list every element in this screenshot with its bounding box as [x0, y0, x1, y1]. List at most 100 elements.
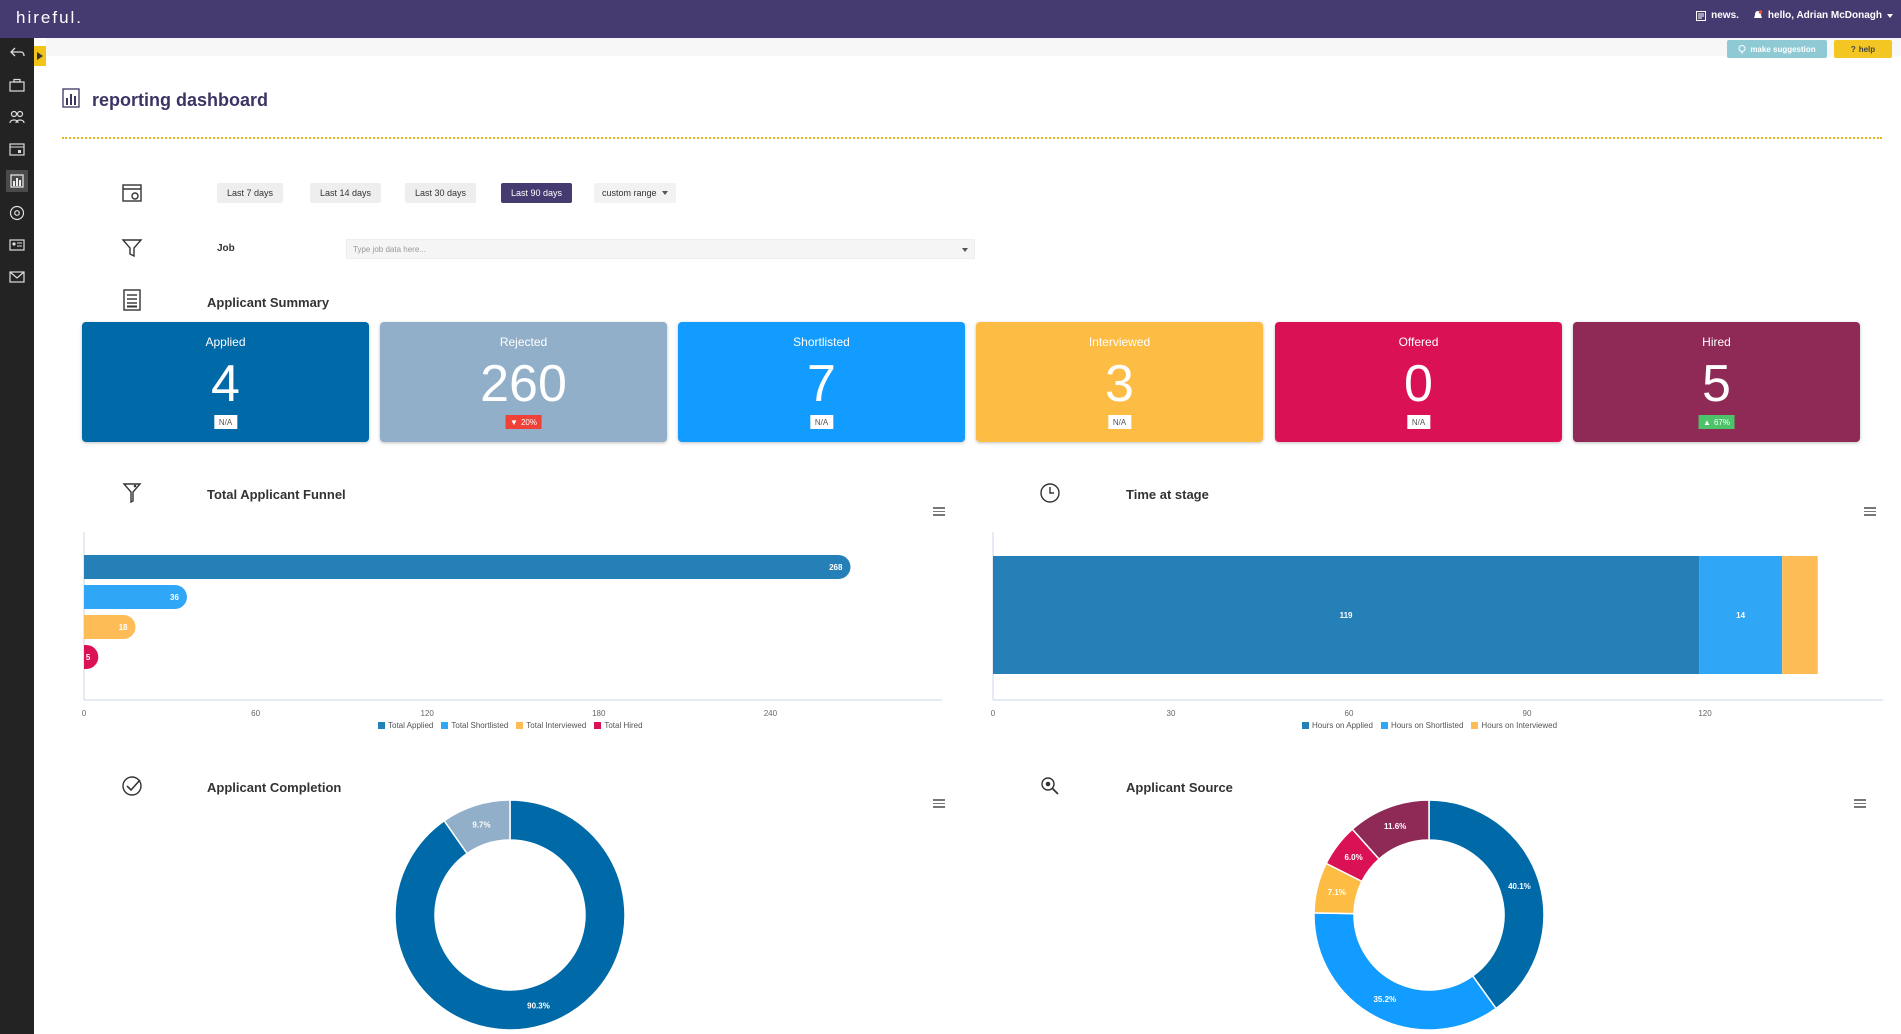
x-tick-label: 90	[1523, 709, 1532, 718]
legend-swatch	[441, 722, 449, 729]
funnel-chart-menu-icon[interactable]	[933, 507, 945, 517]
user-menu[interactable]: hello, Adrian McDonagh	[1753, 10, 1893, 21]
stat-label: Shortlisted	[793, 335, 850, 349]
time-chart-menu-icon[interactable]	[1864, 507, 1876, 517]
stat-badge-text: N/A	[218, 417, 233, 427]
funnel-title: Total Applicant Funnel	[207, 487, 346, 502]
sidebar-item-reporting[interactable]	[6, 170, 28, 192]
sidebar	[0, 38, 34, 1034]
chevron-down-icon	[962, 248, 968, 252]
stacked-bar-segment[interactable]	[1782, 556, 1818, 674]
stat-card-offered[interactable]: Offered 0 N/A	[1275, 322, 1562, 442]
range-7-days-button[interactable]: Last 7 days	[217, 183, 284, 203]
donut-slice[interactable]	[1428, 799, 1545, 1010]
stat-label: Offered	[1398, 335, 1439, 349]
stacked-bar-segment[interactable]	[993, 556, 1700, 674]
source-donut-chart: 40.1% 35.2% 7.1% 6.0% 11.6%	[1313, 799, 1545, 1031]
completion-chart-menu-icon[interactable]	[933, 799, 945, 809]
legend-label: Hours on Interviewed	[1481, 721, 1558, 730]
sidebar-toggle[interactable]	[34, 46, 46, 66]
x-tick-label: 60	[251, 709, 260, 718]
stat-value: 4	[211, 355, 240, 413]
stat-card-shortlisted[interactable]: Shortlisted 7 N/A	[678, 322, 965, 442]
brand-logo[interactable]: hireful.	[16, 8, 84, 27]
make-suggestion-label: make suggestion	[1750, 44, 1816, 54]
sidebar-item-back[interactable]	[6, 42, 28, 64]
range-30-days-button[interactable]: Last 30 days	[405, 183, 477, 203]
donut-slice[interactable]	[394, 799, 626, 1031]
stat-label: Interviewed	[1088, 335, 1151, 349]
stat-card-applied[interactable]: Applied 4 N/A	[82, 322, 369, 442]
funnel-bar[interactable]	[84, 645, 99, 669]
sidebar-item-calendar[interactable]	[6, 138, 28, 160]
slice-label: 9.7%	[472, 820, 490, 829]
range-90-days-button[interactable]: Last 90 days	[501, 183, 573, 203]
stat-badge-text: N/A	[814, 417, 829, 427]
stat-badge-text: N/A	[1411, 417, 1426, 427]
x-tick-label: 0	[82, 709, 87, 718]
at-sign-icon	[9, 205, 25, 221]
donut-slice[interactable]	[1313, 912, 1498, 1031]
top-right-nav: news. hello, Adrian McDonagh	[1696, 10, 1893, 21]
bar-data-label: 18	[119, 623, 128, 632]
briefcase-icon	[9, 78, 25, 92]
stacked-bar-segment[interactable]	[1699, 556, 1783, 674]
stat-card-hired[interactable]: Hired 5 ▲ 67%	[1573, 322, 1860, 442]
donut-slice[interactable]	[443, 799, 511, 855]
sidebar-item-candidates[interactable]	[6, 106, 28, 128]
stat-card-interviewed[interactable]: Interviewed 3 N/A	[976, 322, 1263, 442]
legend-item[interactable]: Hours on Interviewed	[1471, 721, 1557, 730]
slice-label: 6.0%	[1344, 853, 1362, 862]
report-icon	[62, 88, 80, 108]
stat-badge: ▲ 67%	[1698, 415, 1735, 429]
check-circle-icon	[122, 776, 142, 796]
completion-donut-chart: 90.3% 9.7%	[394, 799, 626, 1031]
legend-label: Total Applied	[388, 721, 434, 730]
sidebar-item-jobs[interactable]	[6, 74, 28, 96]
x-tick-label: 120	[1698, 709, 1712, 718]
funnel-bar[interactable]	[84, 555, 851, 579]
stat-badge: ▼ 20%	[505, 415, 542, 429]
funnel-bar[interactable]	[84, 615, 136, 639]
users-icon	[9, 110, 25, 124]
bar-data-label: 119	[1340, 611, 1353, 620]
legend-item[interactable]: Total Hired	[594, 721, 643, 730]
legend-label: Hours on Shortlisted	[1390, 721, 1464, 730]
help-button[interactable]: ? help	[1834, 40, 1892, 58]
legend-item[interactable]: Hours on Shortlisted	[1380, 721, 1464, 730]
sidebar-item-profiles[interactable]	[6, 234, 28, 256]
applicant-source-title: Applicant Source	[1126, 780, 1233, 795]
stat-badge-text: 67%	[1713, 417, 1730, 427]
legend-label: Total Interviewed	[526, 721, 587, 730]
clock-icon	[1040, 483, 1060, 503]
make-suggestion-button[interactable]: make suggestion	[1727, 40, 1827, 58]
funnel-bar[interactable]	[84, 585, 187, 609]
legend-label: Hours on Applied	[1312, 721, 1373, 730]
legend-swatch	[594, 722, 602, 729]
legend-item[interactable]: Total Applied	[378, 721, 433, 730]
job-filter-label: Job	[217, 243, 235, 254]
sidebar-item-messages[interactable]	[6, 266, 28, 288]
help-label: help	[1858, 44, 1876, 54]
source-chart-menu-icon[interactable]	[1854, 799, 1866, 809]
stat-badge-text: N/A	[1112, 417, 1127, 427]
job-search-input[interactable]: Type job data here...	[346, 239, 975, 259]
legend-item[interactable]: Hours on Applied	[1302, 721, 1373, 730]
legend-item[interactable]: Total Shortlisted	[441, 721, 508, 730]
custom-range-dropdown[interactable]: custom range	[594, 183, 676, 203]
legend-item[interactable]: Total Interviewed	[516, 721, 586, 730]
funnel-icon	[122, 483, 142, 504]
sidebar-item-contacts[interactable]	[6, 202, 28, 224]
job-search-placeholder: Type job data here...	[353, 244, 426, 254]
slice-label: 11.6%	[1384, 822, 1406, 831]
id-card-icon	[9, 239, 25, 251]
legend-swatch	[1471, 722, 1479, 729]
news-link[interactable]: news.	[1696, 10, 1739, 21]
range-14-days-button[interactable]: Last 14 days	[310, 183, 382, 203]
news-label: news.	[1711, 10, 1739, 21]
stat-card-rejected[interactable]: Rejected 260 ▼ 20%	[380, 322, 667, 442]
document-list-icon	[123, 289, 141, 311]
donut-slice[interactable]	[1351, 799, 1430, 861]
chevron-down-icon	[1887, 13, 1893, 18]
action-bar	[46, 38, 1901, 56]
